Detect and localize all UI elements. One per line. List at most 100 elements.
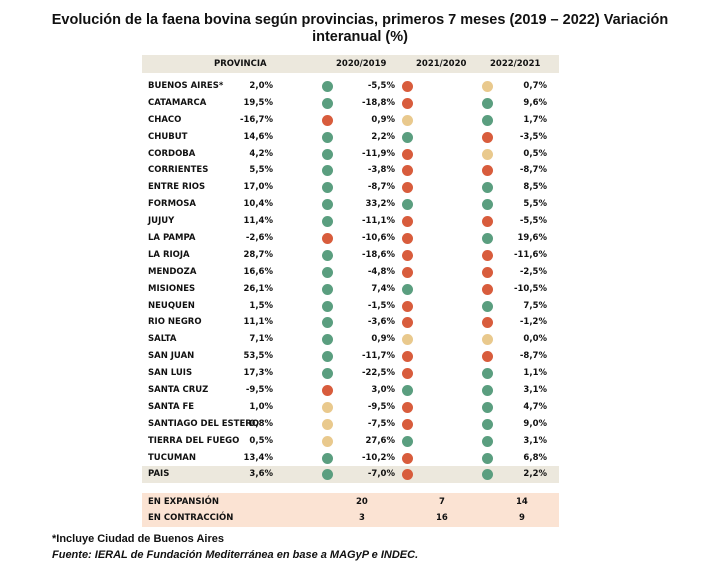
variation-value: 19,6% <box>517 233 548 244</box>
summary-label: EN CONTRACCIÓN <box>148 513 234 523</box>
variation-value: 0,0% <box>523 334 547 345</box>
province-name: NEUQUEN <box>148 300 195 311</box>
province-name: BUENOS AIRES* <box>148 81 224 91</box>
total-row: PAIS 3,6% -7,0% 2,2% <box>142 466 559 484</box>
status-dot-red <box>482 249 493 261</box>
table-row: RIO NEGRO 11,1% -3,6% -1,2% <box>142 314 559 331</box>
variation-value: 3,1% <box>523 385 547 396</box>
status-dot-red <box>482 351 493 363</box>
status-dot-green <box>322 266 333 278</box>
status-dot-green <box>402 283 413 295</box>
table-body: BUENOS AIRES* 2,0% -5,5% 0,7% CATAMARCA 19,5%… <box>142 78 559 484</box>
variation-value: -10,5% <box>513 283 547 294</box>
province-name: SANTA CRUZ <box>148 385 209 396</box>
summary-value: 7 <box>439 497 445 507</box>
header-provincia: PROVINCIA <box>214 59 267 69</box>
status-dot-yellow <box>402 334 413 346</box>
status-dot-yellow <box>482 334 493 346</box>
variation-value: -3,6% <box>367 317 395 328</box>
table-row: SALTA 7,1% 0,9% 0,0% <box>142 331 559 348</box>
status-dot-green <box>482 182 493 194</box>
variation-value: -4,8% <box>367 266 395 277</box>
variation-value: -18,8% <box>361 97 395 108</box>
variation-value: -10,6% <box>361 233 395 244</box>
province-name: ENTRE RIOS <box>148 182 206 193</box>
variation-value: -9,5% <box>367 401 395 412</box>
variation-value: -2,5% <box>519 266 547 277</box>
variation-value: -1,5% <box>367 300 395 311</box>
variation-value: -16,7% <box>239 114 273 125</box>
variation-value: 0,8% <box>249 418 273 429</box>
table-row: CORDOBA 4,2% -11,9% 0,5% <box>142 146 559 163</box>
variation-value: 19,5% <box>243 97 274 108</box>
variation-value: 4,2% <box>249 148 273 159</box>
province-name: SANTIAGO DEL ESTERO <box>148 418 260 429</box>
variation-value: 11,4% <box>243 216 274 227</box>
province-name: SAN JUAN <box>148 351 195 362</box>
province-name: SANTA FE <box>148 401 195 412</box>
summary-value: 3 <box>359 513 365 523</box>
status-dot-green <box>482 199 493 211</box>
table-row: CATAMARCA 19,5% -18,8% 9,6% <box>142 95 559 112</box>
status-dot-green <box>482 418 493 430</box>
variation-value: -9,5% <box>245 385 273 396</box>
status-dot-green <box>322 283 333 295</box>
variation-value: 4,7% <box>523 401 547 412</box>
province-name: RIO NEGRO <box>148 317 202 328</box>
variation-value: 8,5% <box>523 182 547 193</box>
status-dot-red <box>402 233 413 245</box>
status-dot-green <box>322 97 333 109</box>
status-dot-red <box>482 131 493 143</box>
status-dot-green <box>482 401 493 413</box>
status-dot-yellow <box>482 148 493 160</box>
variation-value: 1,7% <box>523 114 547 125</box>
variation-value: -11,1% <box>361 216 395 227</box>
province-name: FORMOSA <box>148 199 196 210</box>
variation-value: -2,6% <box>245 233 273 244</box>
variation-value: 28,7% <box>243 249 274 260</box>
status-dot-red <box>402 165 413 177</box>
variation-value: -8,7% <box>519 351 547 362</box>
status-dot-green <box>482 452 493 464</box>
province-name: PAIS <box>148 469 170 480</box>
status-dot-red <box>402 469 413 481</box>
table-row: ENTRE RIOS 17,0% -8,7% 8,5% <box>142 179 559 196</box>
summary-value: 20 <box>356 497 368 507</box>
variation-value: 2,2% <box>371 131 395 142</box>
variation-value: 1,0% <box>249 401 273 412</box>
status-dot-green <box>482 114 493 126</box>
variation-value: 0,9% <box>371 334 395 345</box>
province-name: SALTA <box>148 334 177 345</box>
status-dot-red <box>322 385 333 397</box>
status-dot-green <box>482 300 493 312</box>
table-row: NEUQUEN 1,5% -1,5% 7,5% <box>142 298 559 315</box>
status-dot-red <box>322 114 333 126</box>
table-row: SANTA CRUZ -9,5% 3,0% 3,1% <box>142 382 559 399</box>
summary-value: 9 <box>519 513 525 523</box>
variation-value: -3,8% <box>367 165 395 176</box>
status-dot-green <box>322 452 333 464</box>
status-dot-green <box>482 233 493 245</box>
province-name: CATAMARCA <box>148 97 207 108</box>
status-dot-yellow <box>322 418 333 430</box>
table-header: PROVINCIA 2020/2019 2021/2020 2022/2021 <box>142 55 559 73</box>
summary-row: EN EXPANSIÓN 20 7 14 <box>142 493 559 509</box>
status-dot-green <box>402 131 413 143</box>
variation-value: -7,5% <box>367 418 395 429</box>
status-dot-green <box>482 97 493 109</box>
status-dot-green <box>322 81 333 92</box>
province-name: CHUBUT <box>148 131 188 142</box>
variation-value: 3,1% <box>523 435 547 446</box>
status-dot-red <box>402 216 413 228</box>
variation-value: -11,9% <box>361 148 395 159</box>
variation-value: -1,2% <box>519 317 547 328</box>
variation-value: 3,6% <box>249 469 273 480</box>
variation-value: -8,7% <box>367 182 395 193</box>
status-dot-red <box>482 266 493 278</box>
status-dot-green <box>322 182 333 194</box>
status-dot-red <box>402 182 413 194</box>
variation-value: 2,2% <box>523 469 547 480</box>
variation-value: -5,5% <box>367 81 395 91</box>
variation-value: 2,0% <box>249 81 273 91</box>
status-dot-green <box>402 199 413 211</box>
